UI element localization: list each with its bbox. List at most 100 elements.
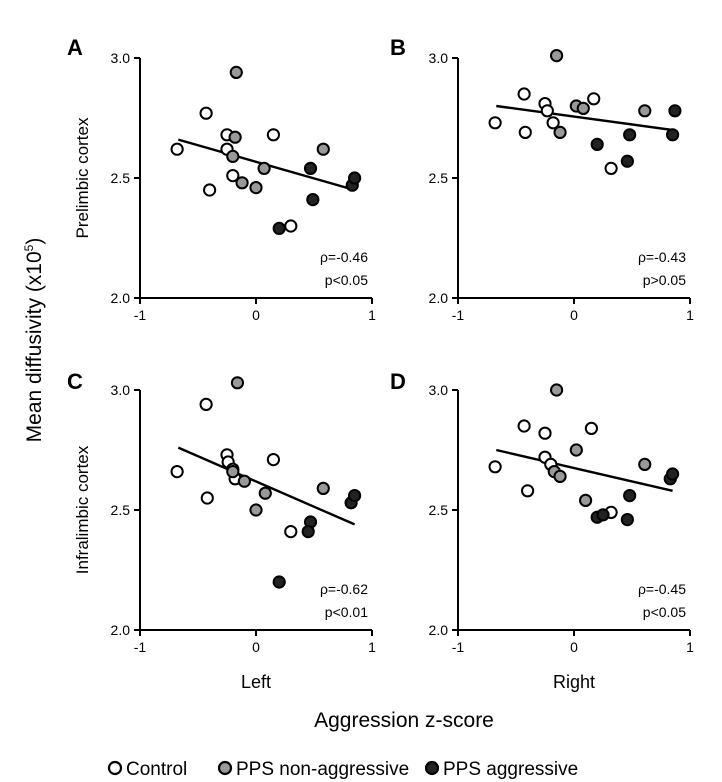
legend-label: PPS non-aggressive <box>236 759 409 780</box>
point-pps-non-aggressive <box>230 376 245 390</box>
y-axis-title-exponent: 5 <box>22 244 36 251</box>
y-tick-label: 3.0 <box>111 382 131 398</box>
point-control <box>540 104 554 118</box>
point-control <box>604 161 618 175</box>
y-tick-label: 2.0 <box>429 622 449 638</box>
point-pps-non-aggressive <box>579 493 593 507</box>
y-tick-label: 2.5 <box>429 170 449 186</box>
legend-marker <box>424 760 440 776</box>
point-pps-non-aggressive <box>550 49 564 63</box>
point-pps-non-aggressive <box>226 149 240 163</box>
point-control <box>170 465 184 479</box>
point-pps-non-aggressive <box>229 65 243 80</box>
p-value-label: p>0.05 <box>643 272 686 288</box>
point-pps-non-aggressive <box>257 161 271 175</box>
point-control <box>546 116 560 130</box>
panel-letter: B <box>390 35 406 60</box>
legend-marker <box>217 760 233 776</box>
point-pps-aggressive <box>348 171 362 185</box>
point-pps-aggressive <box>668 104 682 118</box>
point-pps-aggressive <box>620 513 634 527</box>
y-tick-label: 2.5 <box>111 502 131 518</box>
y-tick-label: 2.0 <box>429 290 449 306</box>
point-pps-aggressive <box>590 137 604 151</box>
x-tick-label: -1 <box>452 307 465 323</box>
rho-label: ρ=-0.45 <box>638 581 686 597</box>
point-pps-aggressive <box>666 467 680 481</box>
regression-line <box>496 448 673 492</box>
point-control <box>266 128 280 142</box>
side-label: Right <box>553 672 595 692</box>
panel-letter: C <box>67 369 83 394</box>
point-pps-aggressive <box>623 128 637 142</box>
y-tick-label: 2.0 <box>111 622 131 638</box>
point-control <box>521 484 535 498</box>
point-control <box>584 421 599 435</box>
point-control <box>200 491 214 505</box>
point-control <box>199 106 213 120</box>
p-value-label: p<0.05 <box>325 272 368 288</box>
p-value-label: p<0.05 <box>643 604 686 620</box>
point-pps-non-aggressive <box>550 383 564 397</box>
y-tick-label: 2.5 <box>429 502 449 518</box>
point-pps-non-aggressive <box>553 125 567 139</box>
point-control <box>517 419 531 433</box>
point-control <box>488 116 502 130</box>
point-pps-non-aggressive <box>249 181 263 195</box>
point-control <box>517 87 531 101</box>
legend-item-pps-aggressive: PPS aggressive <box>424 759 578 780</box>
point-pps-non-aggressive <box>249 503 263 517</box>
legend-label: Control <box>126 759 187 780</box>
rho-label: ρ=-0.43 <box>638 249 686 265</box>
point-control <box>518 125 532 139</box>
point-pps-non-aggressive <box>638 104 652 118</box>
x-axis-title: Aggression z-score <box>314 709 494 732</box>
point-control <box>488 460 502 474</box>
x-tick-label: 0 <box>570 639 578 655</box>
panel-d: D 2.0 2.5 3.0 -1 0 1 ρ=-0.45 p<0.05 Right <box>390 369 694 692</box>
point-pps-non-aggressive <box>228 130 242 144</box>
point-pps-non-aggressive <box>235 176 249 190</box>
point-pps-aggressive <box>666 128 680 142</box>
point-pps-aggressive <box>272 221 286 235</box>
point-control <box>199 397 213 411</box>
legend-label: PPS aggressive <box>443 759 578 780</box>
point-pps-non-aggressive <box>569 443 583 457</box>
regression-line <box>496 104 673 132</box>
point-pps-aggressive <box>623 489 637 503</box>
point-control <box>538 426 552 440</box>
point-pps-non-aggressive <box>237 474 251 488</box>
panel-b: B 2.0 2.5 3.0 -1 0 1 ρ=-0.43 p>0.05 <box>390 35 694 323</box>
panels: A 2.0 2.5 3.0 -1 0 1 Prelimbic cortex ρ=-0.46 p<0… <box>67 35 694 692</box>
point-pps-non-aggressive <box>316 481 330 495</box>
point-control <box>203 183 217 197</box>
legend-item-control: Control <box>107 759 187 780</box>
region-label: Prelimbic cortex <box>73 117 92 238</box>
y-tick-label: 3.0 <box>429 50 449 66</box>
regression-line <box>177 446 356 526</box>
panel-letter: A <box>67 35 83 60</box>
x-tick-label: 1 <box>686 639 694 655</box>
x-tick-label: 1 <box>368 307 376 323</box>
x-tick-label: -1 <box>452 639 465 655</box>
panel-a: A 2.0 2.5 3.0 -1 0 1 Prelimbic cortex ρ=-0.46 p<0… <box>67 35 376 323</box>
y-axis-title: Mean diffusivity (x105) <box>22 238 46 443</box>
x-tick-label: -1 <box>134 307 147 323</box>
x-tick-label: 1 <box>368 639 376 655</box>
x-tick-label: -1 <box>134 639 147 655</box>
point-pps-aggressive <box>596 508 610 522</box>
x-tick-label: 0 <box>252 639 260 655</box>
point-control <box>226 169 240 183</box>
p-value-label: p<0.01 <box>325 604 368 620</box>
region-label: Infralimbic cortex <box>73 445 92 574</box>
rho-label: ρ=-0.46 <box>320 249 368 265</box>
point-control <box>284 525 298 539</box>
point-pps-aggressive <box>306 193 320 207</box>
panel-letter: D <box>390 369 406 394</box>
point-pps-non-aggressive <box>316 142 330 156</box>
legend-item-pps-non-aggressive: PPS non-aggressive <box>217 759 409 780</box>
point-pps-non-aggressive <box>576 101 590 116</box>
point-pps-non-aggressive <box>553 469 567 483</box>
point-pps-non-aggressive <box>638 457 652 471</box>
y-tick-label: 3.0 <box>429 382 449 398</box>
